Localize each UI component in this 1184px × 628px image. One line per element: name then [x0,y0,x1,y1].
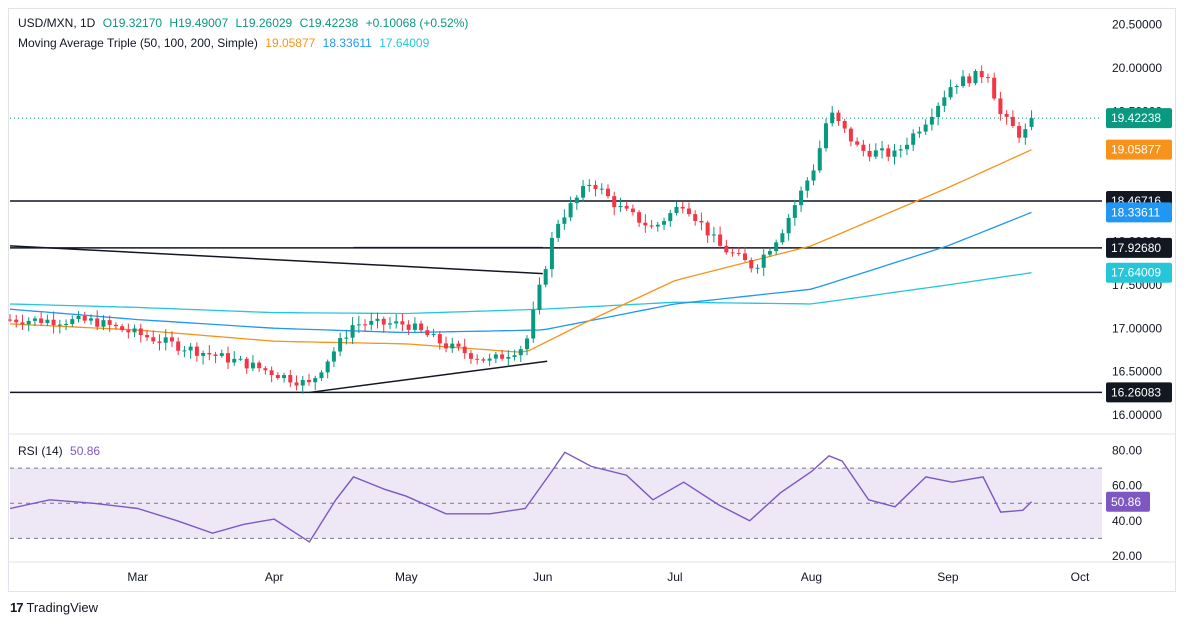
rsi-label[interactable]: RSI (14) [18,444,63,458]
ma-legend: Moving Average Triple (50, 100, 200, Sim… [18,36,433,50]
tradingview-logo-icon: 17 [10,600,24,615]
rsi-value: 50.86 [70,444,101,458]
ma50-value: 19.05877 [265,36,316,50]
chart-frame [8,8,1176,592]
brand-name: TradingView [26,600,99,615]
open-value: O19.32170 [102,16,163,30]
rsi-legend: RSI (14) 50.86 [18,444,104,458]
ma200-value: 17.64009 [379,36,430,50]
symbol-legend: USD/MXN, 1D O19.32170 H19.49007 L19.2602… [18,16,472,30]
low-value: L19.26029 [235,16,293,30]
high-value: H19.49007 [169,16,229,30]
symbol-name[interactable]: USD/MXN, 1D [18,16,96,30]
ma-indicator-label[interactable]: Moving Average Triple (50, 100, 200, Sim… [18,36,258,50]
ma100-value: 18.33611 [322,36,372,50]
change-value: +0.10068 (+0.52%) [365,16,469,30]
close-value: C19.42238 [299,16,359,30]
tradingview-footer[interactable]: 17 TradingView [10,600,98,615]
